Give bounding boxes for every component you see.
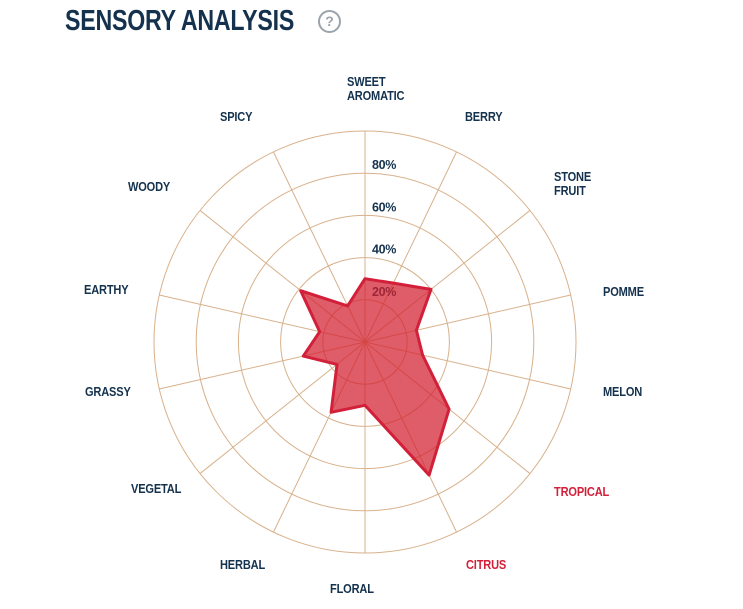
ring-label: 80% [372, 158, 396, 172]
sensory-profile-polygon [299, 277, 451, 477]
radar-series [299, 277, 451, 477]
page-title: SENSORY ANALYSIS [65, 5, 295, 37]
ring-label: 60% [372, 200, 396, 214]
radar-ring-labels: 20%40%60%80% [372, 158, 397, 299]
question-mark-icon[interactable]: ? [318, 10, 341, 33]
ring-label: 40% [372, 243, 396, 257]
